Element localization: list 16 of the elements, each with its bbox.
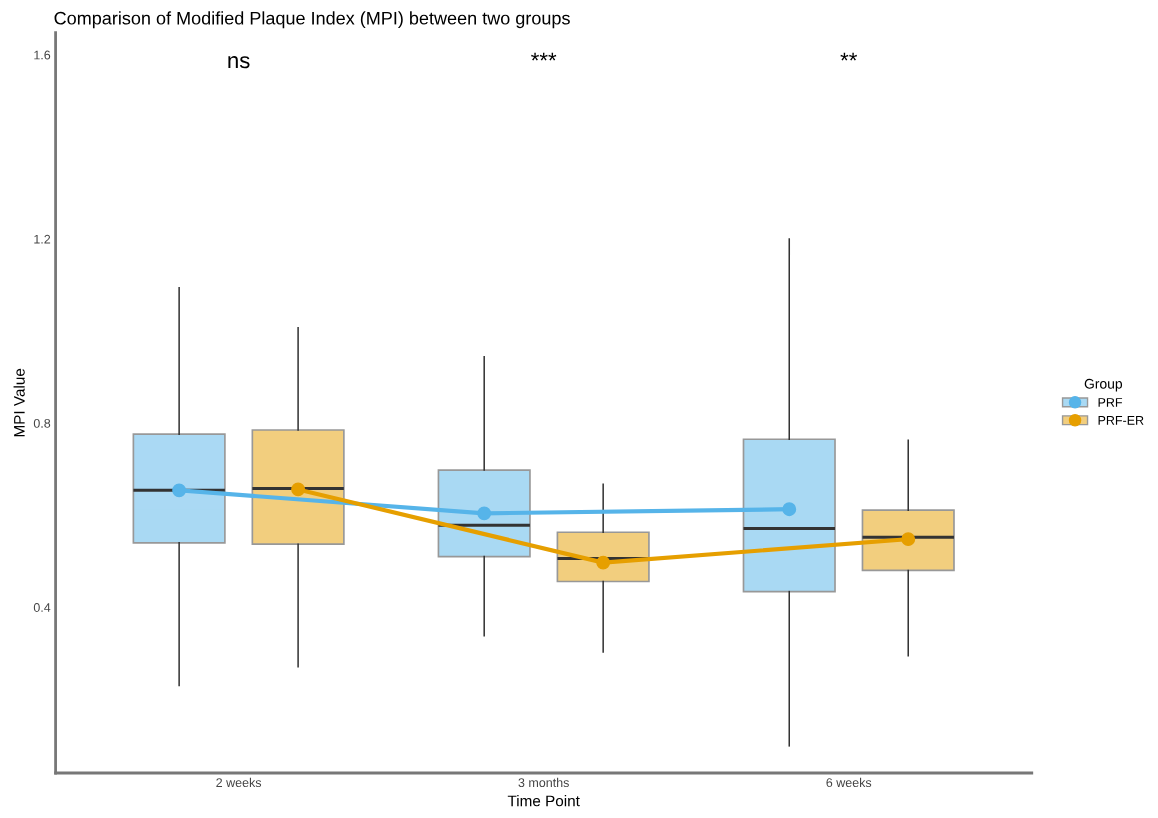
y-axis-title: MPI Value xyxy=(13,368,25,437)
legend-title: Group xyxy=(1084,378,1123,392)
x-tick-label: 6 weeks xyxy=(826,777,872,788)
y-tick-label: 0.4 xyxy=(33,603,51,612)
annotation: ** xyxy=(840,52,858,61)
x-axis-title: Time Point xyxy=(507,795,580,807)
y-tick-label: 1.2 xyxy=(34,234,51,244)
annotation: ns xyxy=(228,56,250,69)
y-tick-label: 1.6 xyxy=(34,50,51,60)
x-tick-label: 3 months xyxy=(518,777,569,788)
annotation: *** xyxy=(531,52,557,61)
x-tick-label: 2 weeks xyxy=(216,777,262,788)
y-tick-label: 0.8 xyxy=(33,418,51,428)
chart-title: Comparison of Modified Plaque Index (MPI) between two groups xyxy=(54,11,570,29)
legend-label: PRF xyxy=(1098,398,1123,407)
legend-label: PRF-ER xyxy=(1098,416,1144,425)
